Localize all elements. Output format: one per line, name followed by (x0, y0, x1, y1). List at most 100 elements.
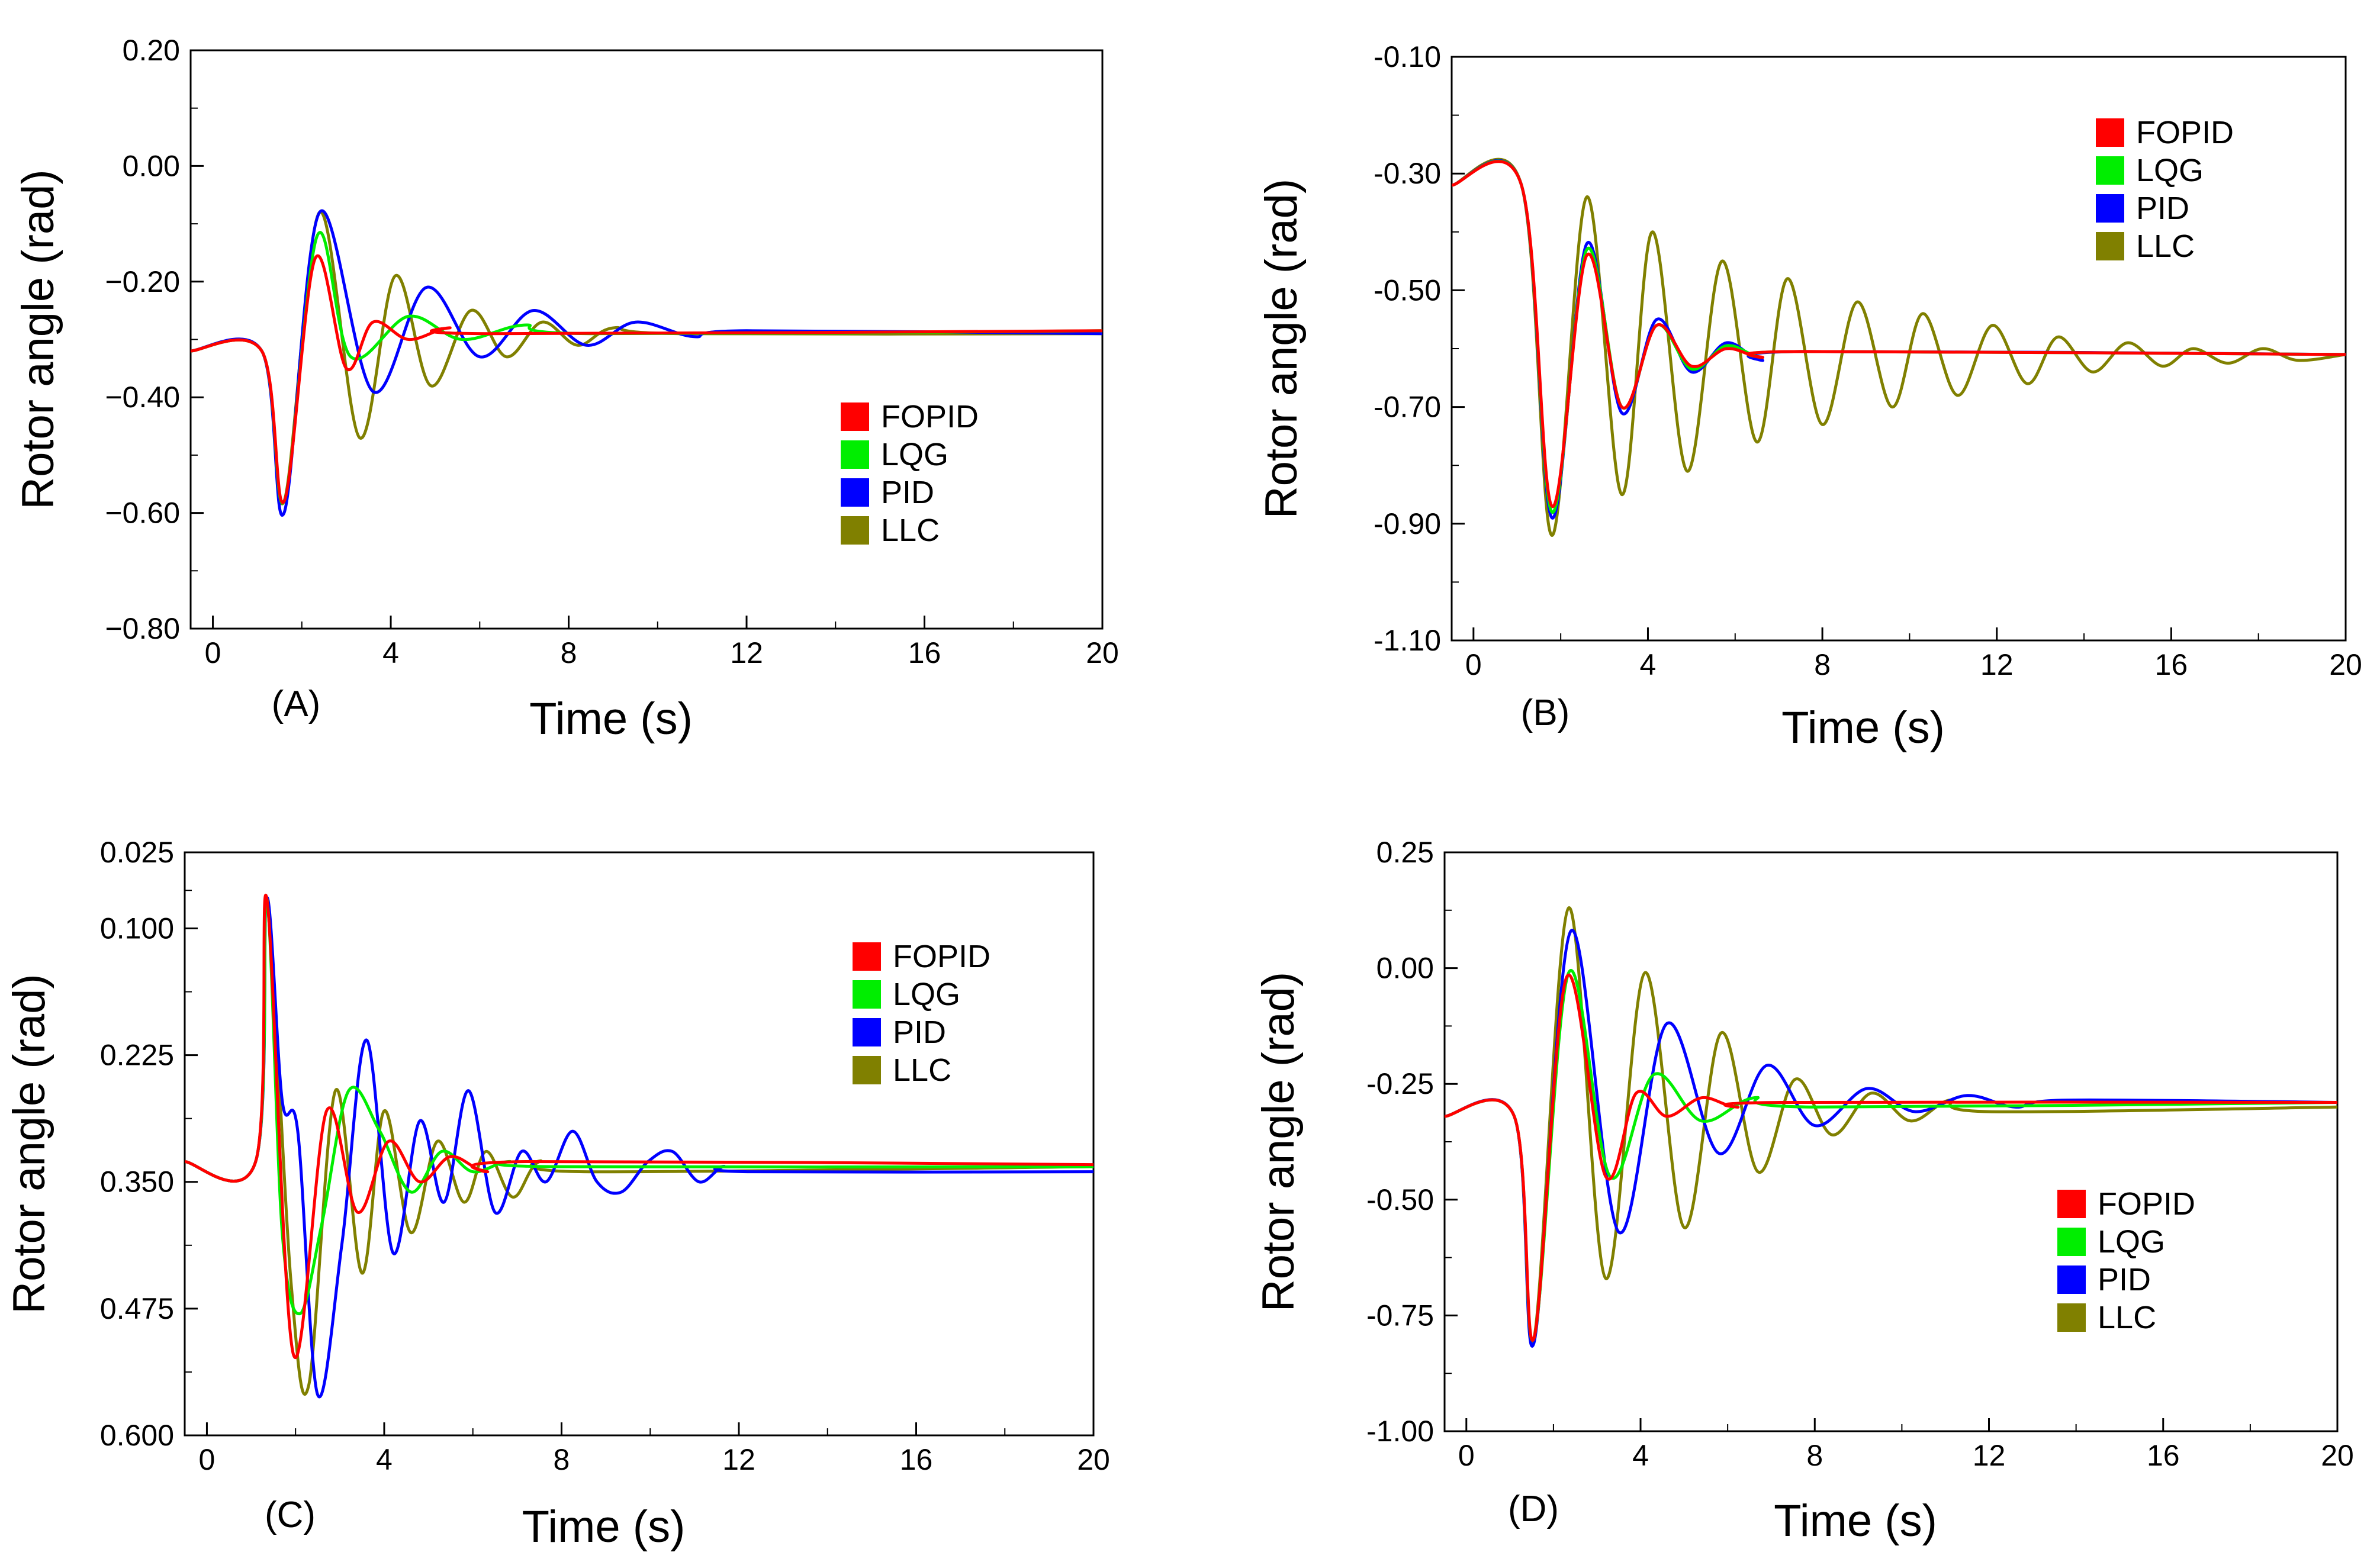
x-tick-label: 4 (1640, 648, 1657, 681)
x-axis-title: Time (s) (1781, 703, 1945, 753)
y-tick-label: 0.225 (100, 1039, 174, 1072)
x-tick-label: 16 (2147, 1439, 2180, 1472)
legend-label-pid: PID (2136, 191, 2189, 226)
legend-label-llc: LLC (2136, 228, 2195, 264)
legend-label-llc: LLC (893, 1052, 951, 1088)
legend-label-lqg: LQG (881, 437, 948, 472)
legend-label-fopid: FOPID (2136, 115, 2234, 150)
chart-panel-a: 0 4 8 12 16 20 0.20 0.00 −0.20 −0.40 −0.60 −0.80 Tim… (13, 34, 1119, 744)
legend-label-pid: PID (881, 475, 934, 510)
y-tick-label: -0.30 (1374, 157, 1441, 190)
y-tick-label: -0.50 (1366, 1183, 1434, 1216)
x-tick-label: 0 (1458, 1439, 1475, 1472)
y-tick-label: -0.10 (1374, 40, 1441, 73)
y-tick-label: 0.00 (123, 149, 180, 182)
series-line-fopid (184, 894, 1094, 1359)
series-line-pid (184, 896, 1094, 1399)
legend-swatch-llc (841, 516, 869, 545)
plot-frame (1443, 851, 2339, 1432)
x-tick-label: 12 (730, 636, 763, 669)
chart-panel-b: 0 4 8 12 16 20 -0.10 -0.30 -0.50 -0.70 -0.90 -1.10 T… (1256, 40, 2362, 753)
panel-tag: (C) (265, 1495, 316, 1535)
legend-swatch-pid (853, 1018, 881, 1046)
x-axis-title: Time (s) (1774, 1496, 1937, 1546)
x-tick-label: 0 (1465, 648, 1482, 681)
legend-swatch-fopid (2096, 118, 2124, 147)
legend-swatch-llc (2096, 232, 2124, 260)
x-tick-label: 12 (1980, 648, 2014, 681)
y-tick-label: -1.10 (1374, 624, 1441, 657)
x-tick-label: 8 (561, 636, 577, 669)
legend-label-fopid: FOPID (2098, 1186, 2195, 1222)
legend-label-lqg: LQG (893, 977, 960, 1012)
series-line-fopid (190, 255, 1103, 504)
legend-swatch-fopid (2057, 1190, 2086, 1218)
legend-swatch-llc (853, 1056, 881, 1084)
y-tick-label: 0.100 (100, 912, 174, 945)
panel-tag: (A) (272, 684, 321, 724)
legend-swatch-fopid (841, 402, 869, 431)
y-tick-label: 0.20 (123, 34, 180, 67)
legend-swatch-fopid (853, 942, 881, 971)
y-axis-title: Rotor angle (rad) (1253, 972, 1304, 1312)
legend-swatch-pid (2057, 1265, 2086, 1294)
series-line-llc (1444, 906, 2338, 1344)
y-tick-label: −0.60 (105, 497, 180, 530)
x-tick-label: 0 (205, 636, 221, 669)
y-tick-label: -0.70 (1374, 391, 1441, 424)
legend-swatch-pid (2096, 194, 2124, 223)
y-tick-label: −0.20 (105, 265, 180, 298)
y-axis-title: Rotor angle (rad) (1256, 179, 1307, 519)
y-tick-label: -0.75 (1366, 1299, 1434, 1332)
legend-swatch-lqg (2096, 156, 2124, 185)
x-tick-label: 8 (554, 1443, 570, 1476)
x-axis-title: Time (s) (522, 1502, 686, 1552)
x-tick-label: 4 (382, 636, 399, 669)
y-tick-label: -0.50 (1374, 273, 1441, 307)
series-line-lqg (190, 231, 1103, 505)
x-tick-label: 0 (199, 1443, 216, 1476)
legend-label-lqg: LQG (2136, 153, 2204, 188)
y-axis-title: Rotor angle (rad) (4, 974, 54, 1314)
x-tick-label: 16 (900, 1443, 933, 1476)
legend-swatch-lqg (2057, 1228, 2086, 1256)
plot-frame (189, 49, 1104, 630)
y-tick-label: −0.80 (105, 612, 180, 645)
y-tick-label: 0.600 (100, 1419, 174, 1452)
y-tick-label: -0.90 (1374, 507, 1441, 540)
x-tick-label: 16 (2155, 648, 2188, 681)
legend-swatch-pid (841, 478, 869, 507)
legend-swatch-llc (2057, 1303, 2086, 1332)
legend-label-llc: LLC (2098, 1300, 2156, 1335)
legend-swatch-lqg (853, 980, 881, 1009)
x-axis-title: Time (s) (529, 694, 693, 744)
x-tick-label: 16 (908, 636, 941, 669)
x-tick-label: 4 (376, 1443, 393, 1476)
y-tick-label: 0.00 (1376, 952, 1434, 985)
plot-frame (184, 851, 1095, 1437)
y-tick-label: 0.025 (100, 836, 174, 869)
panel-tag: (B) (1521, 693, 1570, 733)
x-tick-label: 20 (1077, 1443, 1110, 1476)
legend-label-lqg: LQG (2098, 1224, 2165, 1260)
y-axis-title: Rotor angle (rad) (13, 169, 63, 510)
x-tick-label: 12 (1973, 1439, 2006, 1472)
legend-label-fopid: FOPID (881, 399, 979, 434)
panel-tag: (D) (1508, 1489, 1559, 1529)
legend-label-pid: PID (2098, 1262, 2151, 1297)
legend-label-fopid: FOPID (893, 939, 990, 974)
series-line-lqg (1444, 969, 2338, 1342)
series-line-llc (1451, 157, 2346, 537)
x-tick-label: 20 (2329, 648, 2362, 681)
x-tick-label: 20 (2321, 1439, 2354, 1472)
series-line-fopid (1444, 973, 2338, 1342)
series-line-lqg (1451, 159, 2346, 514)
x-tick-label: 20 (1086, 636, 1119, 669)
series-line-fopid (1451, 160, 2346, 508)
legend-swatch-lqg (841, 440, 869, 469)
